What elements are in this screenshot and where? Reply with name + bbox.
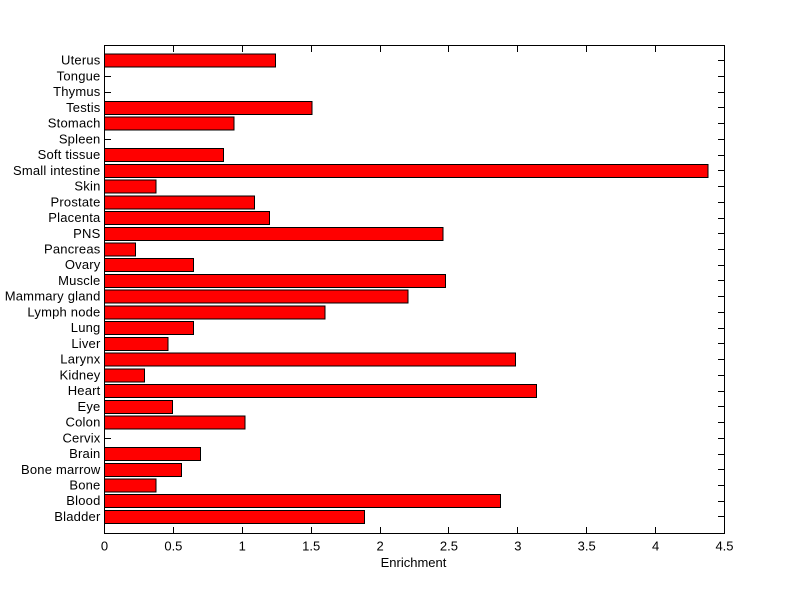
svg-text:Kidney: Kidney xyxy=(60,367,101,382)
svg-text:Brain: Brain xyxy=(69,446,100,461)
svg-text:2.5: 2.5 xyxy=(440,539,458,554)
svg-text:Stomach: Stomach xyxy=(48,116,101,131)
svg-text:3.5: 3.5 xyxy=(578,539,596,554)
svg-text:Cervix: Cervix xyxy=(62,430,100,445)
svg-text:3: 3 xyxy=(514,539,521,554)
svg-text:Mammary gland: Mammary gland xyxy=(5,289,101,304)
svg-text:0: 0 xyxy=(101,539,108,554)
svg-text:Bladder: Bladder xyxy=(54,509,101,524)
svg-text:Spleen: Spleen xyxy=(59,131,101,146)
svg-text:1: 1 xyxy=(239,539,246,554)
svg-text:Eye: Eye xyxy=(77,399,100,414)
svg-text:Colon: Colon xyxy=(66,415,101,430)
svg-text:Heart: Heart xyxy=(68,383,101,398)
svg-text:Soft tissue: Soft tissue xyxy=(38,147,101,162)
svg-text:Testis: Testis xyxy=(66,100,101,115)
svg-text:Larynx: Larynx xyxy=(60,352,101,367)
svg-text:Bone marrow: Bone marrow xyxy=(21,462,101,477)
svg-text:Pancreas: Pancreas xyxy=(44,242,101,257)
svg-text:Thymus: Thymus xyxy=(53,84,101,99)
svg-text:Skin: Skin xyxy=(74,179,100,194)
svg-text:Blood: Blood xyxy=(66,493,100,508)
svg-text:Liver: Liver xyxy=(71,336,101,351)
svg-text:Prostate: Prostate xyxy=(50,194,100,209)
svg-text:0.5: 0.5 xyxy=(164,539,182,554)
svg-text:4.5: 4.5 xyxy=(715,539,733,554)
svg-text:Enrichment: Enrichment xyxy=(381,555,447,570)
svg-text:Placenta: Placenta xyxy=(48,210,101,225)
svg-text:4: 4 xyxy=(652,539,659,554)
svg-text:1.5: 1.5 xyxy=(302,539,320,554)
svg-text:Uterus: Uterus xyxy=(61,53,101,68)
svg-text:Bone: Bone xyxy=(69,478,100,493)
svg-text:Tongue: Tongue xyxy=(57,68,101,83)
svg-text:2: 2 xyxy=(376,539,383,554)
svg-text:Lung: Lung xyxy=(71,320,101,335)
svg-text:Muscle: Muscle xyxy=(58,273,100,288)
svg-text:Small intestine: Small intestine xyxy=(13,163,101,178)
svg-text:Lymph node: Lymph node xyxy=(27,304,100,319)
svg-text:PNS: PNS xyxy=(73,226,100,241)
svg-text:Ovary: Ovary xyxy=(65,257,101,272)
